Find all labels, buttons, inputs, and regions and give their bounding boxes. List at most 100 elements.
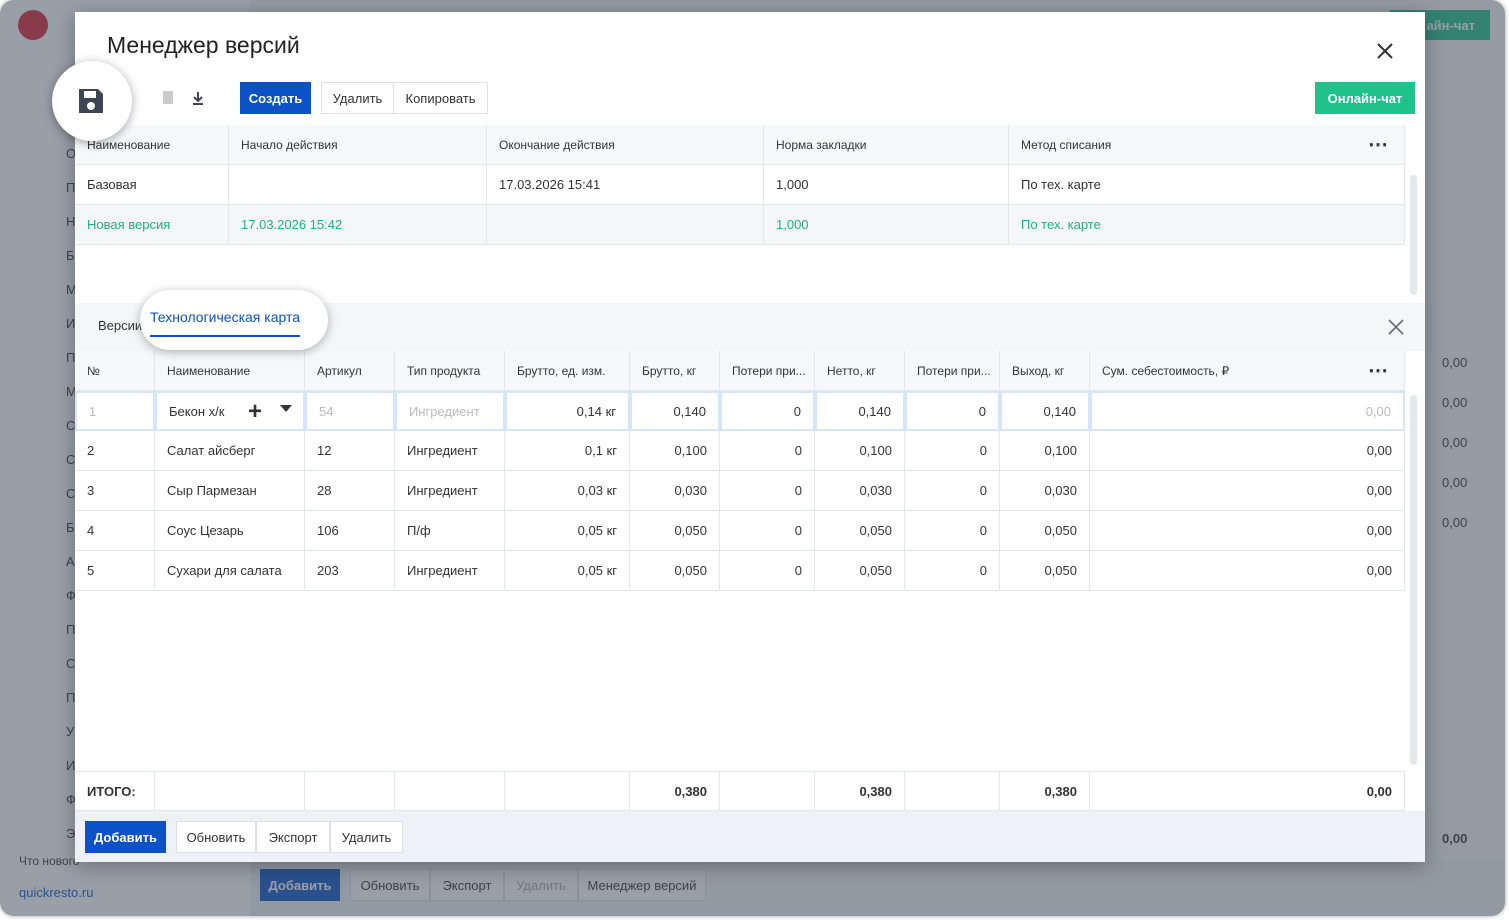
- column-header: Артикул: [305, 351, 395, 391]
- input-cell[interactable]: 0,00: [1090, 391, 1405, 431]
- cell: 0,050: [1000, 511, 1090, 551]
- cell: 17.03.2026 15:41: [487, 165, 764, 205]
- cell: Ингредиент: [395, 551, 505, 591]
- total-cell: 0,380: [1000, 771, 1090, 811]
- cell: 0,00: [1090, 511, 1405, 551]
- total-cell: [905, 771, 1000, 811]
- cell: По тех. карте: [1009, 165, 1405, 205]
- column-header: Норма закладки: [764, 125, 1009, 165]
- cell: 0,050: [815, 551, 905, 591]
- tab-active[interactable]: Технологическая карта: [150, 309, 300, 337]
- cell: 0,030: [630, 471, 720, 511]
- cell: 0,00: [1090, 431, 1405, 471]
- input-cell[interactable]: 0,140: [1000, 391, 1090, 431]
- column-header: Брутто, кг: [630, 351, 720, 391]
- cell: 0,05 кг: [505, 511, 630, 551]
- cell: 0,05 кг: [505, 551, 630, 591]
- cell: 0: [720, 551, 815, 591]
- cell: 0,050: [630, 511, 720, 551]
- cell: П/ф: [395, 511, 505, 551]
- column-header: Потери при...: [905, 351, 1000, 391]
- total-cell: [505, 771, 630, 811]
- column-header: Метод списания: [1009, 125, 1405, 165]
- column-header: Нетто, кг: [815, 351, 905, 391]
- add-icon[interactable]: +: [248, 398, 262, 426]
- cell: [487, 205, 764, 245]
- close-icon[interactable]: [1387, 318, 1405, 336]
- cell: 17.03.2026 15:42: [229, 205, 487, 245]
- cell: Салат айсберг: [155, 431, 305, 471]
- cell: 0,030: [815, 471, 905, 511]
- total-cell: [395, 771, 505, 811]
- more-icon[interactable]: ⋯: [1368, 358, 1388, 383]
- cell: 106: [305, 511, 395, 551]
- cell: 0,1 кг: [505, 431, 630, 471]
- cell: 0: [720, 431, 815, 471]
- cell: 0,100: [1000, 431, 1090, 471]
- input-cell[interactable]: Ингредиент: [395, 391, 505, 431]
- total-cell: ИТОГО:: [75, 771, 155, 811]
- more-icon[interactable]: ⋯: [1368, 132, 1388, 157]
- modal-title: Менеджер версий: [107, 32, 300, 59]
- close-icon[interactable]: [1376, 42, 1394, 60]
- column-header: Брутто, ед. изм.: [505, 351, 630, 391]
- cell: 2: [75, 431, 155, 471]
- cell: 3: [75, 471, 155, 511]
- column-header: №: [75, 351, 155, 391]
- total-cell: 0,00: [1090, 771, 1405, 811]
- cell: Ингредиент: [395, 431, 505, 471]
- input-cell[interactable]: 1: [75, 391, 155, 431]
- total-cell: [720, 771, 815, 811]
- cell: 203: [305, 551, 395, 591]
- column-header: Тип продукта: [395, 351, 505, 391]
- cell: 0: [905, 431, 1000, 471]
- cell: Сыр Пармезан: [155, 471, 305, 511]
- total-cell: 0,380: [630, 771, 720, 811]
- cell: 1,000: [764, 165, 1009, 205]
- input-cell[interactable]: 0: [720, 391, 815, 431]
- cell: 0: [905, 551, 1000, 591]
- cell: Новая версия: [75, 205, 229, 245]
- footer-button[interactable]: Экспорт: [256, 821, 330, 853]
- column-header: Сум. себестоимость, ₽: [1090, 351, 1405, 391]
- footer-button[interactable]: Удалить: [330, 821, 403, 853]
- cell: Ингредиент: [395, 471, 505, 511]
- column-header: Потери при...: [720, 351, 815, 391]
- cell: Соус Цезарь: [155, 511, 305, 551]
- cell: 0,030: [1000, 471, 1090, 511]
- cell: 4: [75, 511, 155, 551]
- toolbar-icons[interactable]: [160, 88, 220, 108]
- column-header: Выход, кг: [1000, 351, 1090, 391]
- cell: 0,100: [630, 431, 720, 471]
- input-cell[interactable]: 54: [305, 391, 395, 431]
- dropdown-icon[interactable]: [280, 405, 292, 412]
- create-button[interactable]: Создать: [240, 82, 311, 114]
- input-cell[interactable]: 0,140: [815, 391, 905, 431]
- save-icon[interactable]: [77, 87, 105, 115]
- cell: 0,050: [815, 511, 905, 551]
- cell: 0: [905, 471, 1000, 511]
- total-cell: [305, 771, 395, 811]
- footer-button[interactable]: Обновить: [176, 821, 256, 853]
- cell: 0: [720, 471, 815, 511]
- cell: 0,00: [1090, 471, 1405, 511]
- footer-button[interactable]: Добавить: [85, 821, 166, 853]
- online-chat-button[interactable]: Онлайн-чат: [1315, 82, 1415, 114]
- copy-button[interactable]: Копировать: [393, 82, 488, 114]
- scrollbar: [1410, 395, 1417, 765]
- delete-button[interactable]: Удалить: [321, 82, 394, 114]
- input-cell[interactable]: 0,140: [630, 391, 720, 431]
- column-header: Наименование: [155, 351, 305, 391]
- cell: 28: [305, 471, 395, 511]
- scrollbar: [1410, 175, 1417, 295]
- tab[interactable]: Версии: [98, 318, 142, 333]
- input-cell[interactable]: 0: [905, 391, 1000, 431]
- cell: Базовая: [75, 165, 229, 205]
- cell: 0,03 кг: [505, 471, 630, 511]
- cell: 1,000: [764, 205, 1009, 245]
- cell: 0: [720, 511, 815, 551]
- input-cell[interactable]: 0,14 кг: [505, 391, 630, 431]
- cell: По тех. карте: [1009, 205, 1405, 245]
- cell: 5: [75, 551, 155, 591]
